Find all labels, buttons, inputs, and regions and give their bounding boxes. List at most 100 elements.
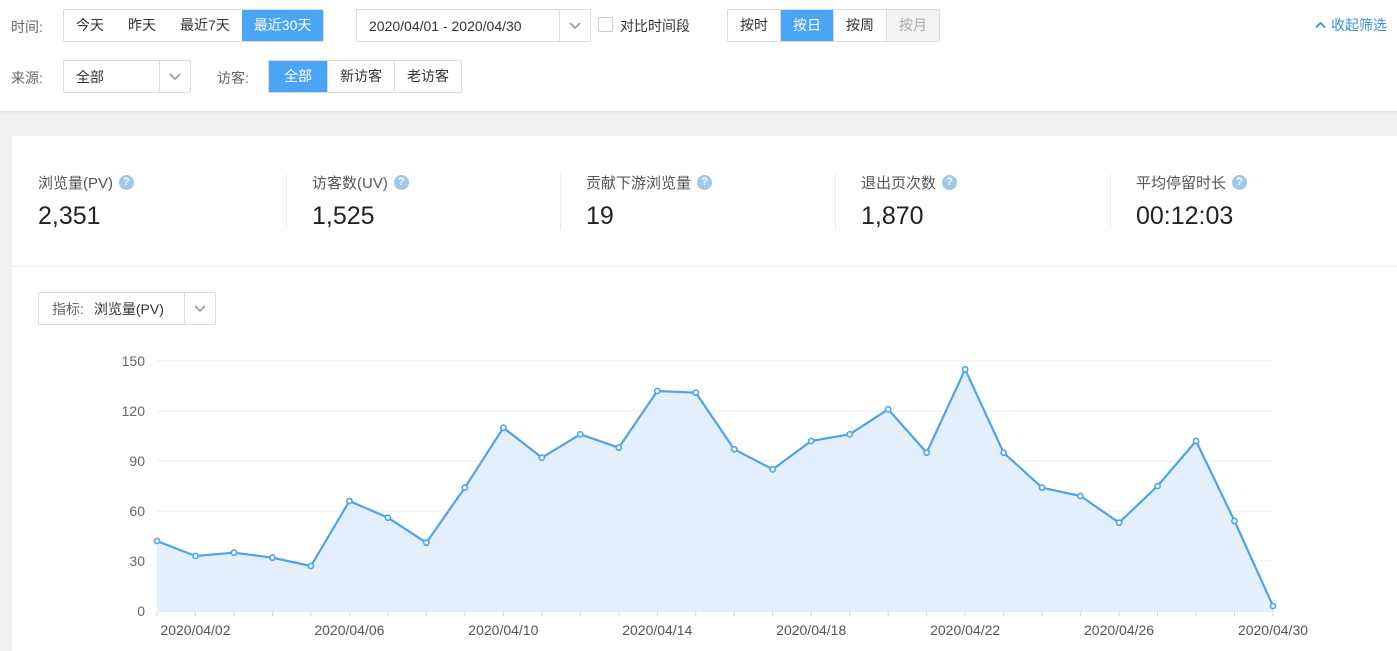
data-point (269, 554, 276, 562)
data-point (692, 389, 700, 397)
source-value: 全部 (76, 68, 104, 85)
kpi-duration-value: 00:12:03 (1136, 202, 1234, 230)
data-point (1154, 482, 1161, 490)
kpi-downstream-name: 贡献下游浏览量 (586, 175, 692, 192)
data-point (192, 552, 199, 560)
kpi-uv-value: 1,525 (312, 202, 375, 230)
divider (560, 174, 561, 230)
data-point (153, 537, 161, 545)
data-point (807, 437, 815, 445)
help-icon[interactable]: ? (1232, 175, 1248, 190)
data-point (1269, 602, 1277, 610)
data-point (730, 445, 738, 453)
data-point (884, 405, 892, 413)
data-point (1077, 492, 1084, 500)
date-range-select[interactable]: 2020/04/01 - 2020/04/30 (356, 9, 591, 42)
x-tick-label: 2020/04/10 (468, 622, 538, 638)
granularity-hour-button[interactable]: 按时 (728, 10, 781, 41)
filter-panel: 时间: 今天 昨天 最近7天 最近30天 2020/04/01 - 2020/0… (0, 0, 1397, 111)
divider (286, 174, 287, 230)
series-area (157, 369, 1273, 611)
granularity-day-button[interactable]: 按日 (781, 10, 834, 41)
kpi-pv-value: 2,351 (38, 202, 101, 230)
kpi-row: 浏览量(PV)? 2,351 访客数(UV)? 1,525 贡献下游浏览量? 1… (12, 136, 1397, 267)
data-point (923, 449, 931, 457)
time-label: 时间: (11, 19, 43, 35)
time-today-button[interactable]: 今天 (76, 17, 104, 33)
compare-checkbox[interactable] (598, 17, 613, 32)
help-icon[interactable]: ? (393, 175, 409, 190)
data-point (307, 562, 315, 570)
data-point (230, 549, 238, 557)
data-point (769, 465, 777, 473)
help-icon[interactable]: ? (942, 175, 958, 190)
data-point (846, 430, 854, 438)
kpi-downstream: 贡献下游浏览量? 19 (586, 172, 713, 231)
chevron-down-icon (559, 10, 590, 41)
data-point (346, 497, 353, 505)
time-last30-button[interactable]: 最近30天 (241, 10, 324, 41)
y-tick-label: 120 (122, 403, 146, 419)
x-tick-label: 2020/04/18 (776, 622, 846, 638)
data-point (461, 484, 469, 492)
series-line (156, 368, 1275, 607)
granularity-month-button: 按月 (887, 10, 939, 41)
x-tick-label: 2020/04/26 (1084, 622, 1154, 638)
metric-label: 指标: (52, 300, 84, 317)
kpi-exits-value: 1,870 (861, 202, 924, 230)
data-point (1038, 484, 1046, 492)
data-point (1231, 517, 1238, 525)
kpi-downstream-value: 19 (586, 202, 614, 230)
chevron-up-icon (1315, 21, 1326, 29)
kpi-pv: 浏览量(PV)? 2,351 (38, 172, 135, 231)
visitor-label: 访客: (217, 70, 249, 86)
granularity-button-group: 按时 按日 按周 按月 (727, 9, 940, 42)
kpi-uv: 访客数(UV)? 1,525 (312, 172, 409, 231)
help-icon[interactable]: ? (119, 175, 135, 190)
data-point (1192, 437, 1200, 445)
data-point (384, 514, 392, 522)
y-tick-label: 30 (129, 553, 145, 569)
kpi-duration: 平均停留时长? 00:12:03 (1136, 172, 1248, 231)
data-point (653, 387, 661, 395)
divider (835, 174, 836, 230)
divider (1110, 174, 1111, 230)
visitor-all-button[interactable]: 全部 (269, 61, 328, 92)
data-point (422, 539, 430, 547)
data-point (576, 430, 584, 438)
time-button-group: 今天 昨天 最近7天 最近30天 (63, 9, 325, 42)
y-tick-label: 60 (129, 503, 145, 519)
data-point (1115, 519, 1123, 527)
x-tick-label: 2020/04/14 (622, 622, 692, 638)
collapse-filter-link[interactable]: 收起筛选 (1315, 15, 1387, 35)
metric-select[interactable]: 指标: 浏览量(PV) (38, 292, 216, 325)
x-tick-label: 2020/04/06 (314, 622, 384, 638)
collapse-filter-label: 收起筛选 (1331, 17, 1387, 33)
data-point (961, 365, 969, 373)
y-tick-label: 0 (137, 603, 145, 619)
kpi-exits-name: 退出页次数 (861, 175, 937, 192)
metric-value: 浏览量(PV) (93, 300, 164, 317)
visitor-new-button[interactable]: 新访客 (328, 61, 395, 92)
x-tick-label: 2020/04/02 (160, 622, 230, 638)
data-point (1000, 449, 1008, 457)
date-range-value: 2020/04/01 - 2020/04/30 (369, 17, 522, 34)
data-point (538, 454, 546, 462)
data-point (615, 444, 623, 452)
time-yesterday-button[interactable]: 昨天 (128, 17, 156, 33)
kpi-pv-name: 浏览量(PV) (38, 175, 114, 192)
chevron-down-icon (184, 293, 215, 324)
kpi-exits: 退出页次数? 1,870 (861, 172, 958, 231)
data-point (499, 424, 507, 432)
y-tick-label: 90 (129, 453, 145, 469)
visitor-returning-button[interactable]: 老访客 (407, 68, 449, 84)
granularity-week-button[interactable]: 按周 (834, 10, 887, 41)
time-last7-button[interactable]: 最近7天 (180, 17, 230, 33)
x-tick-label: 2020/04/22 (930, 622, 1000, 638)
x-tick-label: 2020/04/30 (1238, 622, 1308, 638)
help-icon[interactable]: ? (697, 175, 713, 190)
kpi-duration-name: 平均停留时长 (1136, 175, 1227, 192)
source-select[interactable]: 全部 (63, 60, 191, 93)
kpi-uv-name: 访客数(UV) (312, 175, 388, 192)
